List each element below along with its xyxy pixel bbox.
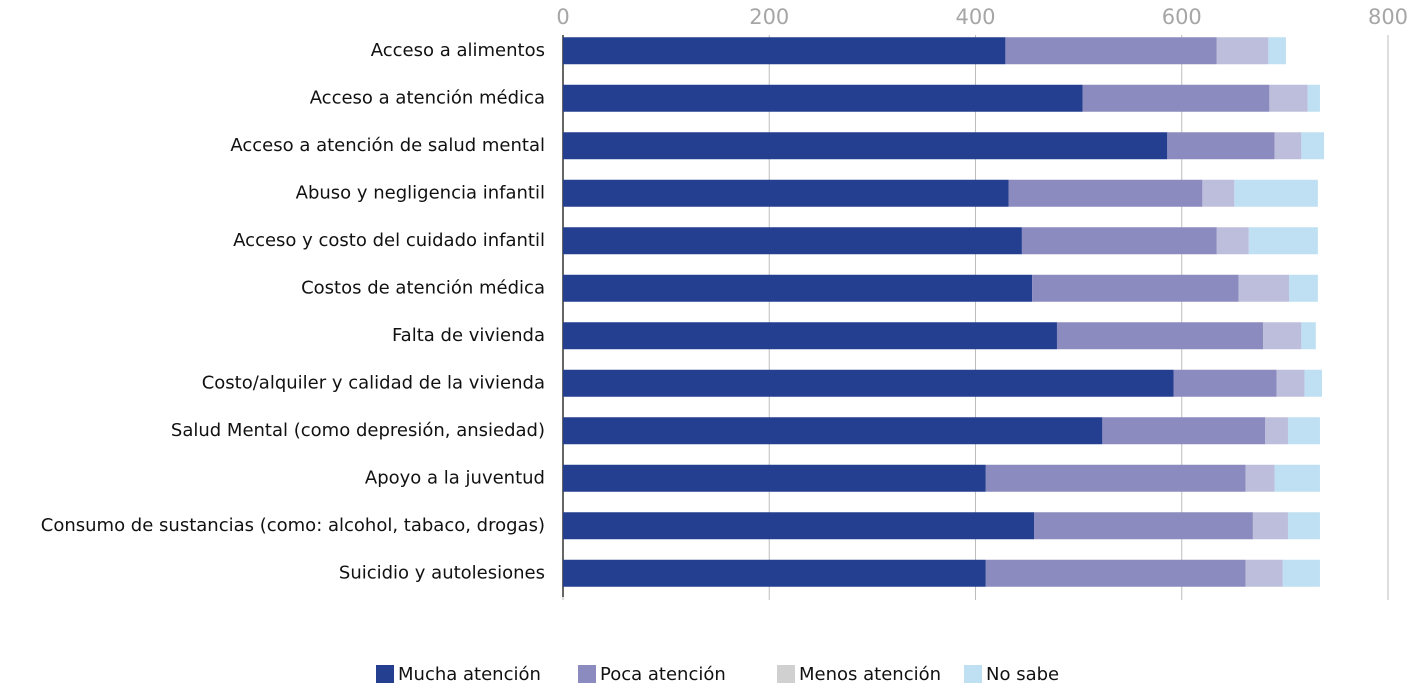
y-tick-label: Acceso a atención de salud mental [230, 135, 545, 156]
bar-segment [1216, 37, 1269, 65]
y-tick-label: Apoyo a la juventud [365, 467, 545, 488]
y-tick-label: Acceso a alimentos [371, 40, 545, 61]
bar-segment [563, 227, 1022, 255]
bar-segment [1008, 179, 1203, 207]
bar-segment [1082, 84, 1270, 112]
bar-segment [1274, 464, 1320, 492]
legend-swatch [777, 665, 795, 683]
bar-segment [1289, 274, 1318, 302]
bar-segment [1301, 132, 1325, 160]
bar-segment [563, 179, 1009, 207]
bar-segment [1282, 559, 1320, 587]
bar-segment [563, 417, 1103, 445]
bar-segment [1005, 37, 1217, 65]
x-tick-label: 600 [1162, 5, 1202, 29]
bar-segment [1034, 512, 1253, 540]
x-tick-label: 0 [556, 5, 569, 29]
bar-segment [1245, 559, 1283, 587]
bar-segment [1021, 227, 1217, 255]
bar-segment [1276, 369, 1305, 397]
bar-segment [1268, 37, 1286, 65]
bar-segment [985, 464, 1246, 492]
bar-segment [563, 464, 986, 492]
bar-segment [1234, 179, 1318, 207]
legend-swatch [578, 665, 596, 683]
x-tick-label: 200 [749, 5, 789, 29]
bar-segment [1202, 179, 1235, 207]
bar-segment [985, 559, 1246, 587]
bar-segment [1238, 274, 1289, 302]
bar-segment [1167, 132, 1275, 160]
bar-segment [1307, 84, 1320, 112]
bar-segment [1248, 227, 1318, 255]
bar-segment [563, 322, 1057, 350]
y-tick-label: Costos de atención médica [301, 277, 545, 298]
legend-label: Mucha atención [398, 664, 541, 685]
bar-segment [563, 132, 1168, 160]
y-tick-label: Abuso y negligencia infantil [296, 182, 545, 203]
bar-segment [1269, 84, 1308, 112]
y-tick-label: Acceso y costo del cuidado infantil [233, 230, 545, 251]
x-tick-label: 800 [1368, 5, 1408, 29]
bar-segment [563, 559, 986, 587]
legend-label: Menos atención [799, 664, 941, 685]
y-tick-label: Falta de vivienda [392, 325, 545, 346]
bar-segment [563, 84, 1083, 112]
x-tick-label: 400 [955, 5, 995, 29]
y-tick-label: Suicidio y autolesiones [339, 562, 545, 583]
bar-segment [563, 274, 1033, 302]
bar-segment [1102, 417, 1266, 445]
bar-segment [1032, 274, 1239, 302]
bar-segment [1287, 417, 1320, 445]
bar-segment [1245, 464, 1275, 492]
legend-swatch [376, 665, 394, 683]
bar-segment [1216, 227, 1249, 255]
bar-segment [1252, 512, 1288, 540]
bar-segment [563, 512, 1035, 540]
bar-segment [1287, 512, 1320, 540]
bar-segment [1301, 322, 1316, 350]
bar-segment [1304, 369, 1322, 397]
bar-segment [1056, 322, 1264, 350]
bar-segment [1173, 369, 1277, 397]
y-tick-label: Acceso a atención médica [310, 87, 545, 108]
y-tick-label: Consumo de sustancias (como: alcohol, ta… [41, 515, 545, 536]
legend-label: Poca atención [600, 664, 726, 685]
y-tick-label: Costo/alquiler y calidad de la vivienda [202, 372, 545, 393]
bar-segment [563, 37, 1006, 65]
bar-segment [563, 369, 1174, 397]
y-tick-label: Salud Mental (como depresión, ansiedad) [171, 420, 545, 441]
bar-segment [1265, 417, 1288, 445]
bar-segment [1263, 322, 1302, 350]
bar-segment [1274, 132, 1302, 160]
legend-swatch [964, 665, 982, 683]
legend-label: No sabe [986, 664, 1059, 685]
